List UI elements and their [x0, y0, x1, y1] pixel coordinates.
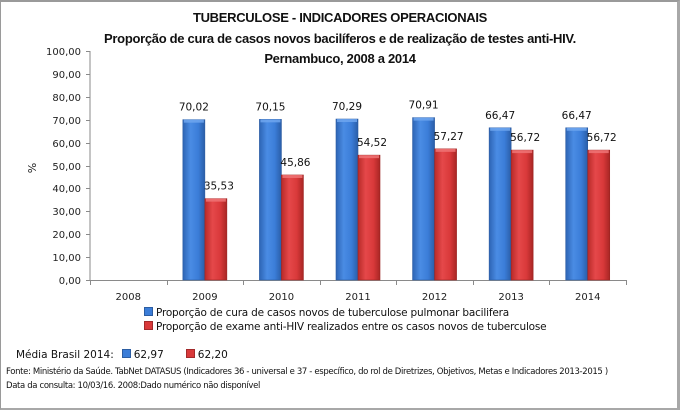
data-label: 70,02 — [179, 102, 209, 114]
x-tick-label: 2014 — [575, 292, 600, 303]
x-tick-label: 2008 — [116, 292, 141, 303]
x-tick-label: 2011 — [345, 292, 370, 303]
data-label: 66,47 — [562, 110, 592, 122]
data-label: 70,91 — [409, 100, 439, 112]
chart-subtitle: Proporção de cura de casos novos bacilíf… — [104, 31, 576, 46]
data-label: 45,86 — [280, 157, 310, 169]
bar-top-highlight — [435, 148, 456, 152]
chart-subtitle-2: Pernambuco, 2008 a 2014 — [264, 51, 416, 66]
y-axis: 0,00 10,00 20,00 30,00 40,00 50,00 60,00 70,00 8… — [46, 47, 91, 287]
y-tick-label: 40,00 — [52, 184, 81, 195]
bar-top-highlight — [413, 117, 434, 121]
data-label: 70,29 — [332, 101, 362, 113]
data-label: 56,72 — [587, 132, 617, 144]
bar-hiv — [204, 198, 228, 281]
bar-cura — [488, 127, 512, 281]
x-tick-label: 2013 — [498, 292, 523, 303]
bar-top-highlight — [205, 198, 226, 202]
data-label: 56,72 — [510, 132, 540, 144]
bar-cura — [412, 117, 435, 281]
y-tick-label: 10,00 — [52, 253, 81, 264]
y-tick-label: 100,00 — [46, 47, 81, 58]
bar-top-highlight — [183, 119, 204, 123]
bar-top-highlight — [588, 150, 609, 154]
x-axis: 2008 2009 2010 2011 2012 2013 2014 — [86, 280, 627, 303]
y-tick-label: 30,00 — [52, 207, 81, 218]
y-tick-label: 60,00 — [52, 139, 81, 150]
bar-cura — [259, 119, 282, 281]
media-label: Média Brasil 2014: — [16, 349, 114, 361]
bar-top-highlight — [490, 127, 511, 131]
x-tick-label: 2009 — [192, 292, 217, 303]
bar-hiv — [357, 154, 381, 281]
data-label: 35,53 — [204, 181, 234, 193]
x-tick-label: 2012 — [422, 292, 447, 303]
legend-item-cura: Proporção de cura de casos novos de tube… — [144, 307, 509, 319]
bar-top-highlight — [359, 155, 379, 159]
legend-marker-blue — [144, 307, 153, 316]
data-labels: 70,02 70,15 70,29 70,91 66,47 66,47 35,53 45,86… — [179, 100, 617, 193]
bar-hiv — [587, 149, 611, 281]
legend-marker-red — [144, 321, 153, 330]
x-tick-label: 2010 — [269, 292, 294, 303]
bar-cura — [182, 119, 206, 281]
bar-top-highlight — [512, 150, 533, 154]
y-tick-label: 70,00 — [52, 116, 81, 127]
bar-hiv — [510, 149, 534, 281]
source-note: Fonte: Ministério da Saúde. TabNet DATAS… — [6, 367, 608, 377]
media-brasil: Média Brasil 2014: 62,97 62,20 — [16, 349, 228, 361]
bar-hiv — [434, 148, 457, 281]
y-tick-label: 20,00 — [52, 230, 81, 241]
data-label: 66,47 — [485, 110, 515, 122]
chart-title: TUBERCULOSE - INDICADORES OPERACIONAIS — [192, 10, 488, 25]
media-marker-red — [185, 349, 195, 358]
bar-top-highlight — [282, 174, 303, 178]
bar-hiv — [281, 174, 304, 281]
bar-top-highlight — [337, 119, 357, 123]
consult-date-note: Data da consulta: 10/03/16. 2008:Dado nu… — [6, 381, 260, 391]
y-tick-label: 90,00 — [52, 70, 81, 81]
bar-cura — [565, 127, 589, 281]
data-label: 54,52 — [357, 137, 387, 149]
y-tick-label: 50,00 — [52, 162, 81, 173]
y-tick-label: 0,00 — [59, 276, 81, 287]
data-label: 57,27 — [434, 131, 464, 143]
y-tick-label: 80,00 — [52, 93, 81, 104]
bars — [182, 117, 611, 281]
bar-top-highlight — [566, 127, 587, 131]
media-value-blue: 62,97 — [133, 349, 164, 361]
bar-top-highlight — [260, 119, 281, 123]
legend-label-cura: Proporção de cura de casos novos de tube… — [156, 307, 509, 319]
media-marker-blue — [121, 349, 131, 358]
data-label: 70,15 — [255, 101, 285, 113]
legend-item-hiv: Proporção de exame anti-HIV realizados e… — [144, 321, 547, 333]
media-value-red: 62,20 — [197, 349, 228, 361]
bar-cura — [335, 118, 359, 281]
y-axis-label: % — [26, 163, 39, 173]
legend-label-hiv: Proporção de exame anti-HIV realizados e… — [156, 321, 547, 333]
